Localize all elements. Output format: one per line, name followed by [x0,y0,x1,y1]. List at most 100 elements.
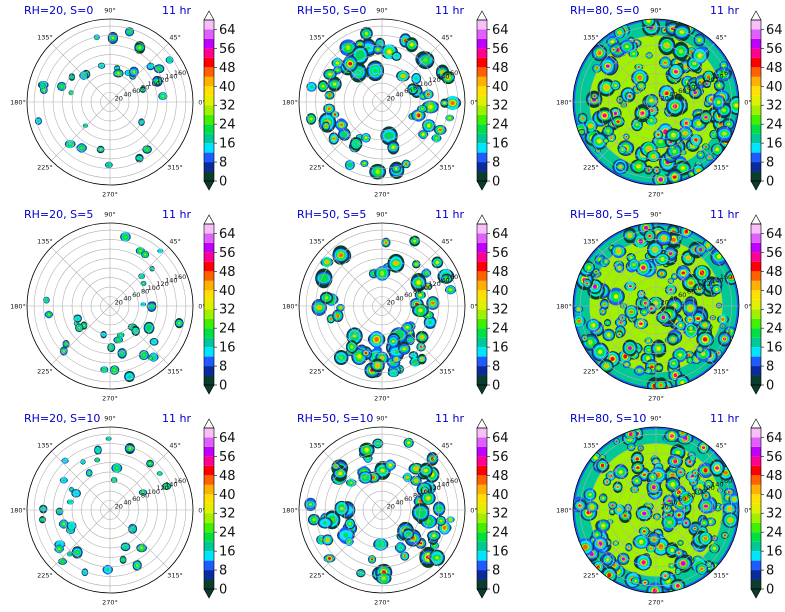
polar-panel: RH=80, S=10 11 hr 0° 45° 90° 135° 180° 225° 270°… [556,412,782,607]
colorbar-tick-label: 48 [492,61,509,76]
precip-cell [622,339,638,357]
colorbar-tick-label: 8 [492,360,500,375]
precip-cell [631,460,645,475]
angular-tick-label: 315° [713,572,729,580]
colorbar-tick-label: 0 [219,583,227,598]
precip-cell [336,303,345,312]
radial-tick-label: 100 [420,80,432,88]
precip-cell [653,130,664,140]
colorbar-segment [204,162,214,172]
colorbar-segment [204,484,214,495]
precip-cell [100,331,107,339]
polar-grid [573,427,739,593]
radial-tick-label: 60 [132,291,140,299]
precip-cell [728,328,735,334]
colorbar-segment [204,143,214,153]
radial-tick-label: 60 [132,495,140,503]
colorbar-segment [751,171,761,181]
precip-cell [688,85,702,100]
colorbar-segment [204,114,214,125]
colorbar-segment [477,252,487,262]
colorbar-segment [204,366,214,376]
colorbar-tick-label: 56 [766,246,783,261]
polar-grid [299,19,465,185]
angular-tick-label: 270° [374,395,390,403]
precip-cell [358,471,373,484]
colorbar-extend-min [476,384,488,395]
colorbar-segment [751,347,761,357]
colorbar-segment [204,522,214,533]
colorbar-segment [204,356,214,367]
colorbar-segment [477,105,487,115]
angular-tick-label: 135° [309,237,325,245]
radial-tick-label: 120 [428,76,440,84]
precip-cell [66,499,74,505]
precip-cell [327,76,342,92]
precip-cell [651,339,667,358]
angular-tick-label: 45° [169,33,181,41]
precip-cell [444,285,457,295]
angular-tick-label: 270° [374,191,390,199]
precip-cell [582,278,592,289]
angular-gridline [323,509,383,569]
colorbar-segment [477,171,487,181]
precip-cell [373,44,383,55]
panel-title: RH=20, S=0 [24,4,93,17]
colorbar-segment [204,124,214,134]
radial-tick-label: 100 [148,80,160,88]
precip-cell [57,81,67,92]
angular-gridline [381,101,441,161]
precip-cell [591,44,608,62]
colorbar-segment [204,579,214,589]
precip-cell [681,517,691,529]
colorbar-segment [751,318,761,329]
angular-tick-label: 315° [167,572,183,580]
precip-cell [54,544,64,554]
precip-cell [646,150,661,162]
colorbar-segment [477,124,487,134]
precip-cell [697,441,710,454]
colorbar-segment [477,347,487,357]
precip-cell [691,525,699,532]
precip-cell [94,457,101,463]
precip-cell [342,55,358,73]
precip-cell [381,237,391,248]
precip-cell [719,323,726,329]
precip-cell [429,549,445,567]
precip-cell [619,39,635,54]
precip-cell [339,39,357,57]
colorbar-tick-label: 64 [219,431,236,446]
precip-cell [320,256,334,268]
angular-gridline [597,43,657,103]
colorbar-segment [477,309,487,319]
polar-frame [298,222,466,390]
precip-cell [626,253,636,263]
precip-cell [134,41,146,55]
precip-cell [132,560,142,571]
radial-tick-label: 140 [437,481,449,489]
angular-gridline [109,451,169,511]
precip-cell [394,541,407,554]
angular-gridline [323,247,383,307]
angular-gridline [381,43,441,103]
precip-cell [639,308,649,317]
colorbar-segment [204,48,214,58]
colorbar-tick-label: 16 [219,545,236,560]
colorbar-segment [751,465,761,476]
polar-frame [298,426,466,594]
angular-tick-label: 270° [374,599,390,607]
precip-cell [613,464,629,480]
precip-cell [39,504,48,514]
precip-cell [119,555,127,564]
colorbar-segment [477,261,487,272]
colorbar-extend-max [476,10,488,21]
polar-frame [26,222,194,390]
colorbar-segment [751,570,761,580]
colorbar-segment [204,503,214,514]
precip-cell [332,245,350,265]
angular-tick-label: 225° [583,164,599,172]
colorbar-tick-label: 24 [219,322,236,337]
colorbar-tick-label: 32 [492,99,509,114]
precip-cell [440,273,453,284]
